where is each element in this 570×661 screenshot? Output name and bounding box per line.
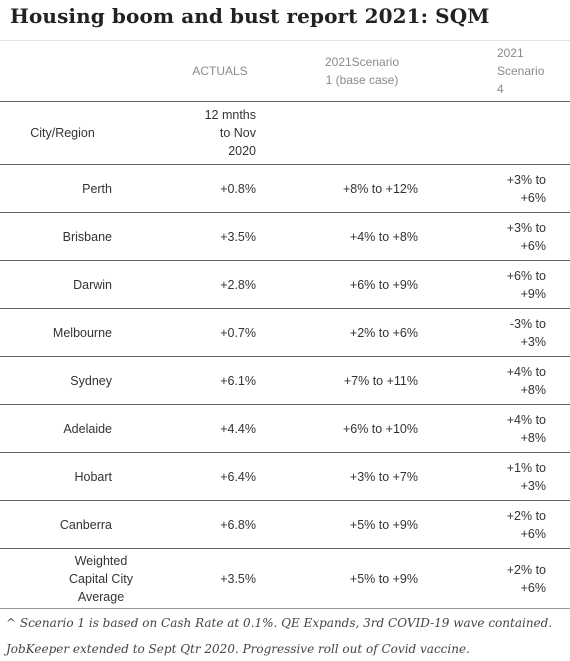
- scenario-4-value: -3% to +3%: [509, 316, 546, 349]
- scenario-4-cell: +6% to +9%: [421, 261, 570, 309]
- table-row: Canberra +6.8% +5% to +9% +2% to +6%: [0, 501, 570, 549]
- table-subheader-row: City/Region 12 mnths to Nov 2020: [0, 102, 570, 165]
- footnote-jobkeeper: JobKeeper extended to Sept Qtr 2020. Pro…: [6, 642, 470, 656]
- actual-cell: +2.8%: [220, 277, 256, 292]
- table-row: Perth +0.8% +8% to +12% +3% to +6%: [0, 165, 570, 213]
- city-cell: Perth: [82, 181, 112, 196]
- header-scenario-1-label: 2021Scenario 1 (base case): [324, 55, 400, 87]
- table-row: Melbourne +0.7% +2% to +6% -3% to +3%: [0, 309, 570, 357]
- scenario-4-cell: +2% to +6%: [421, 549, 570, 609]
- scenario-4-cell: +3% to +6%: [421, 213, 570, 261]
- scenario-4-cell: +1% to +3%: [421, 453, 570, 501]
- actual-cell: +6.4%: [220, 469, 256, 484]
- table-row: Hobart +6.4% +3% to +7% +1% to +3%: [0, 453, 570, 501]
- header-city-empty: [0, 41, 113, 102]
- actual-cell: +0.7%: [220, 325, 256, 340]
- forecast-table: ACTUALS 2021Scenario 1 (base case) 2021 …: [0, 40, 570, 609]
- actual-cell: +3.5%: [220, 571, 256, 586]
- actual-cell: +6.1%: [220, 373, 256, 388]
- scenario-1-cell: +8% to +12%: [342, 181, 418, 196]
- city-average-label: Weighted Capital City Average: [69, 553, 133, 604]
- city-cell: Hobart: [74, 469, 112, 484]
- actual-cell: +4.4%: [220, 421, 256, 436]
- table-header-row: ACTUALS 2021Scenario 1 (base case) 2021 …: [0, 40, 570, 102]
- city-cell: Melbourne: [52, 325, 112, 340]
- table-row: Sydney +6.1% +7% to +11% +4% to +8%: [0, 357, 570, 405]
- subheader-empty-4: [421, 102, 570, 165]
- subheader-period-label: 12 mnths to Nov 2020: [204, 108, 256, 158]
- scenario-4-value: +3% to +6%: [506, 220, 546, 253]
- subheader-city-region: City/Region: [0, 102, 113, 165]
- scenario-1-cell: +5% to +9%: [349, 517, 418, 532]
- scenario-1-cell: +6% to +9%: [349, 277, 418, 292]
- table-row-average: Weighted Capital City Average +3.5% +5% …: [0, 549, 570, 609]
- scenario-1-cell: +5% to +9%: [349, 571, 418, 586]
- table-row: Brisbane +3.5% +4% to +8% +3% to +6%: [0, 213, 570, 261]
- header-actuals: ACTUALS: [113, 41, 259, 102]
- actual-cell: +0.8%: [220, 181, 256, 196]
- footnote-scenario: ^ Scenario 1 is based on Cash Rate at 0.…: [6, 616, 553, 630]
- scenario-4-value: +4% to +8%: [506, 364, 546, 397]
- subheader-city-region-label: City/Region: [30, 126, 95, 140]
- header-scenario-4: 2021 Scenario 4: [421, 41, 570, 102]
- scenario-4-value: +2% to +6%: [506, 508, 546, 541]
- scenario-4-value: +2% to +6%: [506, 562, 546, 595]
- scenario-1-cell: +7% to +11%: [343, 373, 418, 388]
- city-cell: Darwin: [73, 277, 112, 292]
- subheader-period: 12 mnths to Nov 2020: [113, 102, 259, 165]
- scenario-1-cell: +6% to +10%: [342, 421, 418, 436]
- scenario-4-value: +1% to +3%: [506, 460, 546, 493]
- scenario-1-cell: +2% to +6%: [349, 325, 418, 340]
- header-scenario-1: 2021Scenario 1 (base case): [259, 41, 421, 102]
- table-row: Darwin +2.8% +6% to +9% +6% to +9%: [0, 261, 570, 309]
- actual-cell: +6.8%: [220, 517, 256, 532]
- table-row: Adelaide +4.4% +6% to +10% +4% to +8%: [0, 405, 570, 453]
- actual-cell: +3.5%: [220, 229, 256, 244]
- header-actuals-label: ACTUALS: [192, 64, 248, 78]
- scenario-4-cell: +4% to +8%: [421, 405, 570, 453]
- scenario-4-cell: -3% to +3%: [421, 309, 570, 357]
- subheader-empty-1: [259, 102, 421, 165]
- city-cell: Weighted Capital City Average: [0, 549, 133, 609]
- city-cell: Brisbane: [62, 229, 112, 244]
- scenario-1-cell: +3% to +7%: [349, 469, 418, 484]
- header-scenario-4-label: 2021 Scenario 4: [497, 46, 545, 96]
- scenario-4-value: +4% to +8%: [506, 412, 546, 445]
- scenario-1-cell: +4% to +8%: [349, 229, 418, 244]
- scenario-4-cell: +4% to +8%: [421, 357, 570, 405]
- scenario-4-value: +6% to +9%: [506, 268, 546, 301]
- page-title: Housing boom and bust report 2021: SQM: [10, 4, 490, 28]
- scenario-4-cell: +3% to +6%: [421, 165, 570, 213]
- city-cell: Canberra: [59, 517, 112, 532]
- scenario-4-cell: +2% to +6%: [421, 501, 570, 549]
- city-cell: Sydney: [70, 373, 112, 388]
- scenario-4-value: +3% to +6%: [506, 172, 546, 205]
- city-cell: Adelaide: [63, 421, 112, 436]
